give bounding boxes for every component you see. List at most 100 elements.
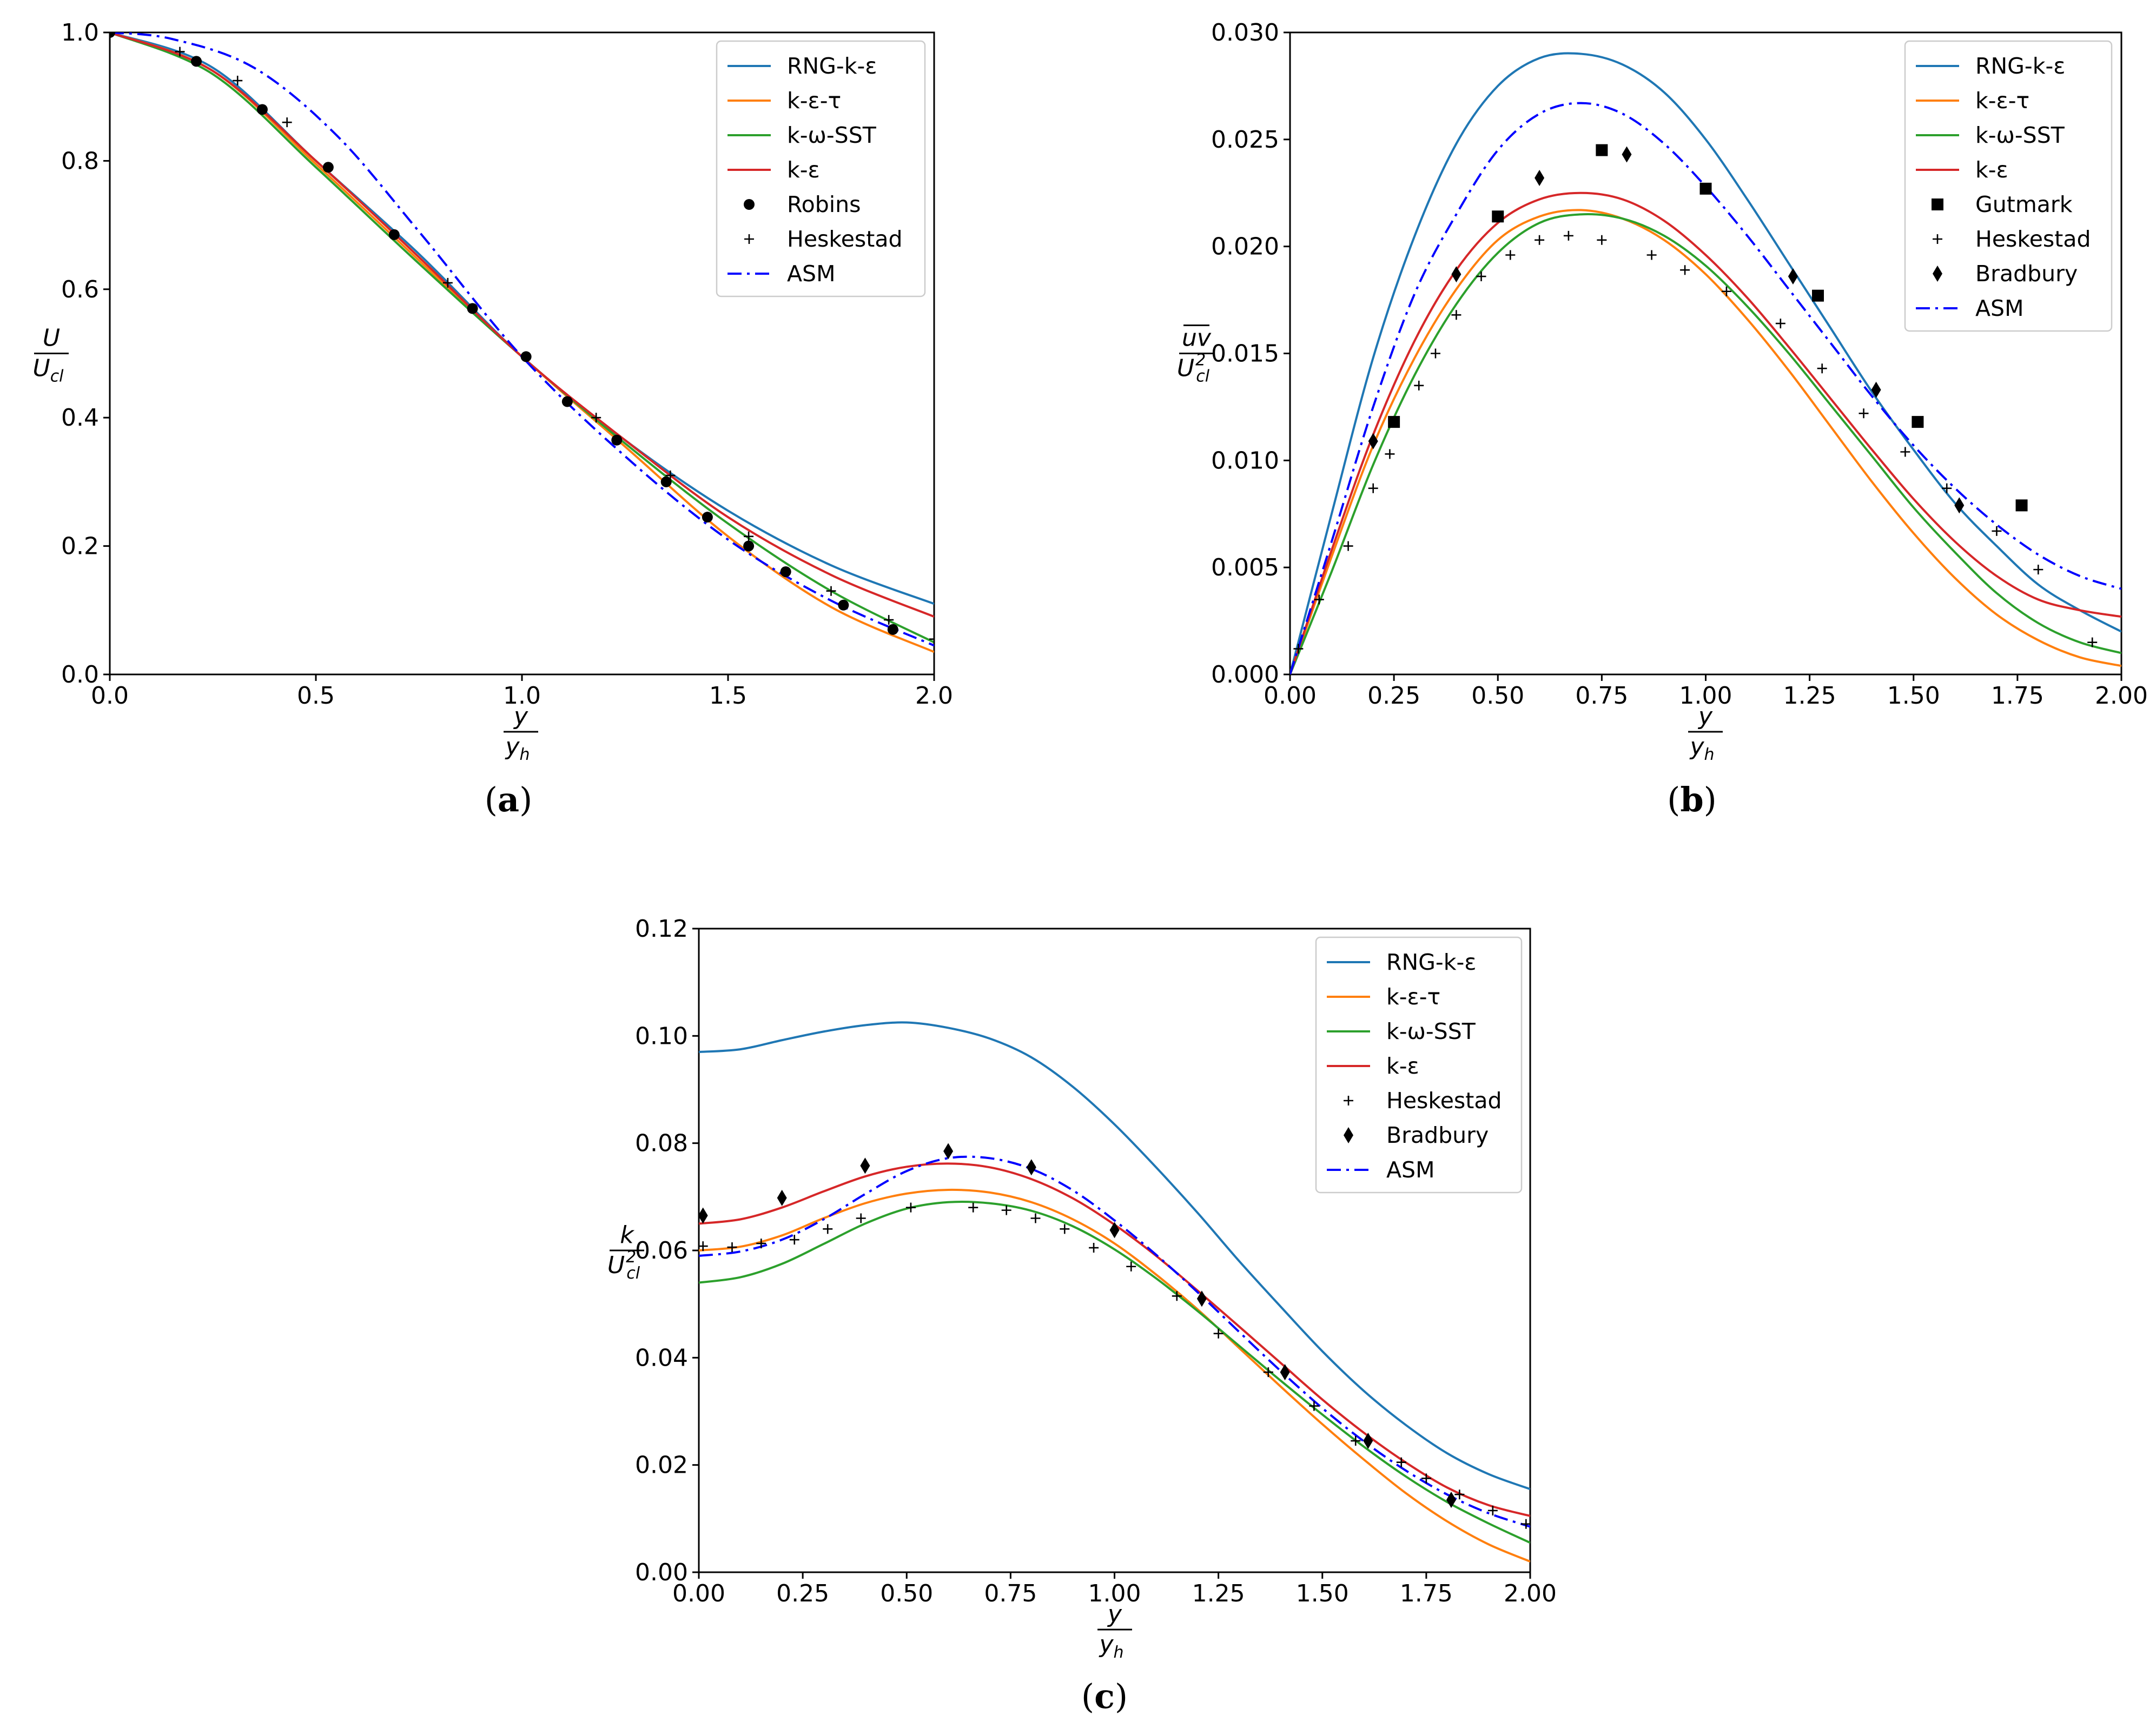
legend-b: RNG-k-ε k-ε-τ k-ω-SST k-ε Gutmark Heskestad Br… <box>1904 40 2113 332</box>
data-point-robins <box>520 351 532 362</box>
legend-item-bradbury: Bradbury <box>1344 1122 1489 1148</box>
y-tick-label: 0.025 <box>1211 126 1279 154</box>
legend-item-k-omega-sst: k-ω-SST <box>728 122 877 148</box>
data-point-bradbury <box>1446 1492 1456 1508</box>
legend-item-k-epsilon-tau: k-ε-τ <box>1916 88 2029 114</box>
x-tick-label: 2.00 <box>2095 682 2148 710</box>
y-axis-label-c: kU2 cl <box>607 1221 644 1283</box>
y-tick-label: 0.005 <box>1211 554 1279 581</box>
panel-label-a: (a) <box>485 780 533 819</box>
data-point-bradbury <box>1954 497 1965 514</box>
data-point-heskestad <box>1343 541 1353 551</box>
data-point-heskestad <box>1421 1473 1431 1484</box>
legend-item-k-epsilon: k-ε <box>1916 157 2008 183</box>
x-tick-label: 0.75 <box>1575 682 1628 710</box>
panel-label-b: (b) <box>1667 780 1717 819</box>
data-point-heskestad <box>1505 250 1516 260</box>
y-tick-label: 0.000 <box>1211 661 1279 688</box>
series-bradbury-markers <box>699 1143 1456 1508</box>
data-point-bradbury <box>1622 146 1632 163</box>
legend-marker-gutmark <box>1932 198 1943 210</box>
legend-item-rng-k-epsilon: RNG-k-ε <box>1327 949 1476 975</box>
legend-label: k-ε <box>1386 1053 1419 1079</box>
data-point-robins <box>702 512 713 523</box>
data-point-bradbury <box>1368 433 1378 449</box>
y-tick-label: 0.0 <box>61 661 99 688</box>
x-axis-label-c: y yh <box>1097 1600 1132 1662</box>
data-point-heskestad <box>1396 1457 1406 1467</box>
legend-item-rng-k-epsilon: RNG-k-ε <box>1916 53 2065 79</box>
series-line-k-epsilon-tau <box>1290 209 2121 674</box>
legend-label: RNG-k-ε <box>787 53 877 79</box>
data-point-heskestad <box>591 413 601 423</box>
series-line-k-omega-sst <box>1290 213 2121 674</box>
data-point-heskestad <box>905 1202 916 1213</box>
plot-area-a <box>110 32 934 653</box>
y-tick-label: 0.015 <box>1211 340 1279 368</box>
legend-label: k-ω-SST <box>787 122 877 148</box>
x-tick-label: 1.00 <box>1679 682 1732 710</box>
legend-marker-heskestad <box>1933 234 1942 244</box>
data-point-robins <box>780 566 791 578</box>
data-point-heskestad <box>823 1224 833 1234</box>
chart-panel-a: 0.0 0.5 1.0 1.5 2.00.00.20.40.60.81.0yyhUUcl… <box>32 19 953 764</box>
series-line-k-omega-sst <box>699 1200 1530 1544</box>
y-axis-label-numerator: k <box>620 1221 634 1249</box>
legend-label: ASM <box>1386 1157 1434 1183</box>
legend-marker-robins <box>744 199 755 210</box>
x-tick-label: 1.50 <box>1887 682 1940 710</box>
data-point-heskestad <box>744 531 754 541</box>
data-point-heskestad <box>884 615 894 625</box>
y-tick-label: 1.0 <box>61 19 99 47</box>
data-point-robins <box>838 599 849 611</box>
data-point-heskestad <box>1293 644 1304 654</box>
data-point-bradbury <box>1451 266 1461 283</box>
data-point-robins <box>660 476 672 487</box>
data-point-bradbury <box>777 1189 787 1206</box>
data-point-heskestad <box>1213 1328 1224 1339</box>
data-point-heskestad <box>1430 348 1440 359</box>
x-tick-label: 2.00 <box>1504 1580 1557 1607</box>
data-point-heskestad <box>756 1239 766 1249</box>
data-point-bradbury <box>1026 1159 1036 1176</box>
series-line-asm <box>1290 102 2121 674</box>
y-tick-label: 0.6 <box>61 276 99 303</box>
legend-label: Heskestad <box>787 226 903 252</box>
legend-item-bradbury: Bradbury <box>1933 261 2078 287</box>
data-point-gutmark <box>1811 289 1824 302</box>
data-point-bradbury <box>1280 1364 1290 1381</box>
x-axis-label-denominator: yh <box>1689 733 1714 764</box>
x-tick-label: 1.25 <box>1192 1580 1245 1607</box>
series-heskestad-markers <box>175 47 934 644</box>
x-axis-label-a: y yh <box>504 703 538 764</box>
legend-box <box>1904 40 2113 332</box>
data-point-bradbury <box>1788 268 1798 285</box>
x-axis-label-denominator: yh <box>1098 1631 1123 1662</box>
legend-label: RNG-k-ε <box>1386 949 1476 975</box>
x-tick-label: 0.0 <box>91 682 129 710</box>
legend-box <box>1315 936 1523 1194</box>
legend-label: Bradbury <box>1975 261 2078 287</box>
y-tick-label: 0.8 <box>61 147 99 175</box>
data-point-heskestad <box>856 1213 866 1223</box>
data-point-gutmark <box>1388 416 1400 428</box>
legend-label: ASM <box>787 261 835 287</box>
x-tick-label: 0.25 <box>776 1580 829 1607</box>
y-axis-label-denominator: Ucl <box>32 355 64 386</box>
data-point-heskestad <box>727 1242 737 1253</box>
x-tick-label: 0.5 <box>297 682 335 710</box>
data-point-heskestad <box>929 634 934 644</box>
legend-marker-bradbury <box>1344 1127 1353 1143</box>
data-point-bradbury <box>1535 170 1545 187</box>
legend-label: ASM <box>1975 295 2023 321</box>
x-tick-label: 2.0 <box>915 682 953 710</box>
data-point-heskestad <box>1521 1519 1530 1529</box>
data-point-heskestad <box>1859 408 1869 419</box>
data-point-heskestad <box>1263 1367 1273 1378</box>
series-line-k-epsilon <box>699 1162 1530 1517</box>
data-point-bradbury <box>699 1207 708 1224</box>
data-point-heskestad <box>282 117 292 128</box>
data-point-heskestad <box>1314 594 1324 605</box>
